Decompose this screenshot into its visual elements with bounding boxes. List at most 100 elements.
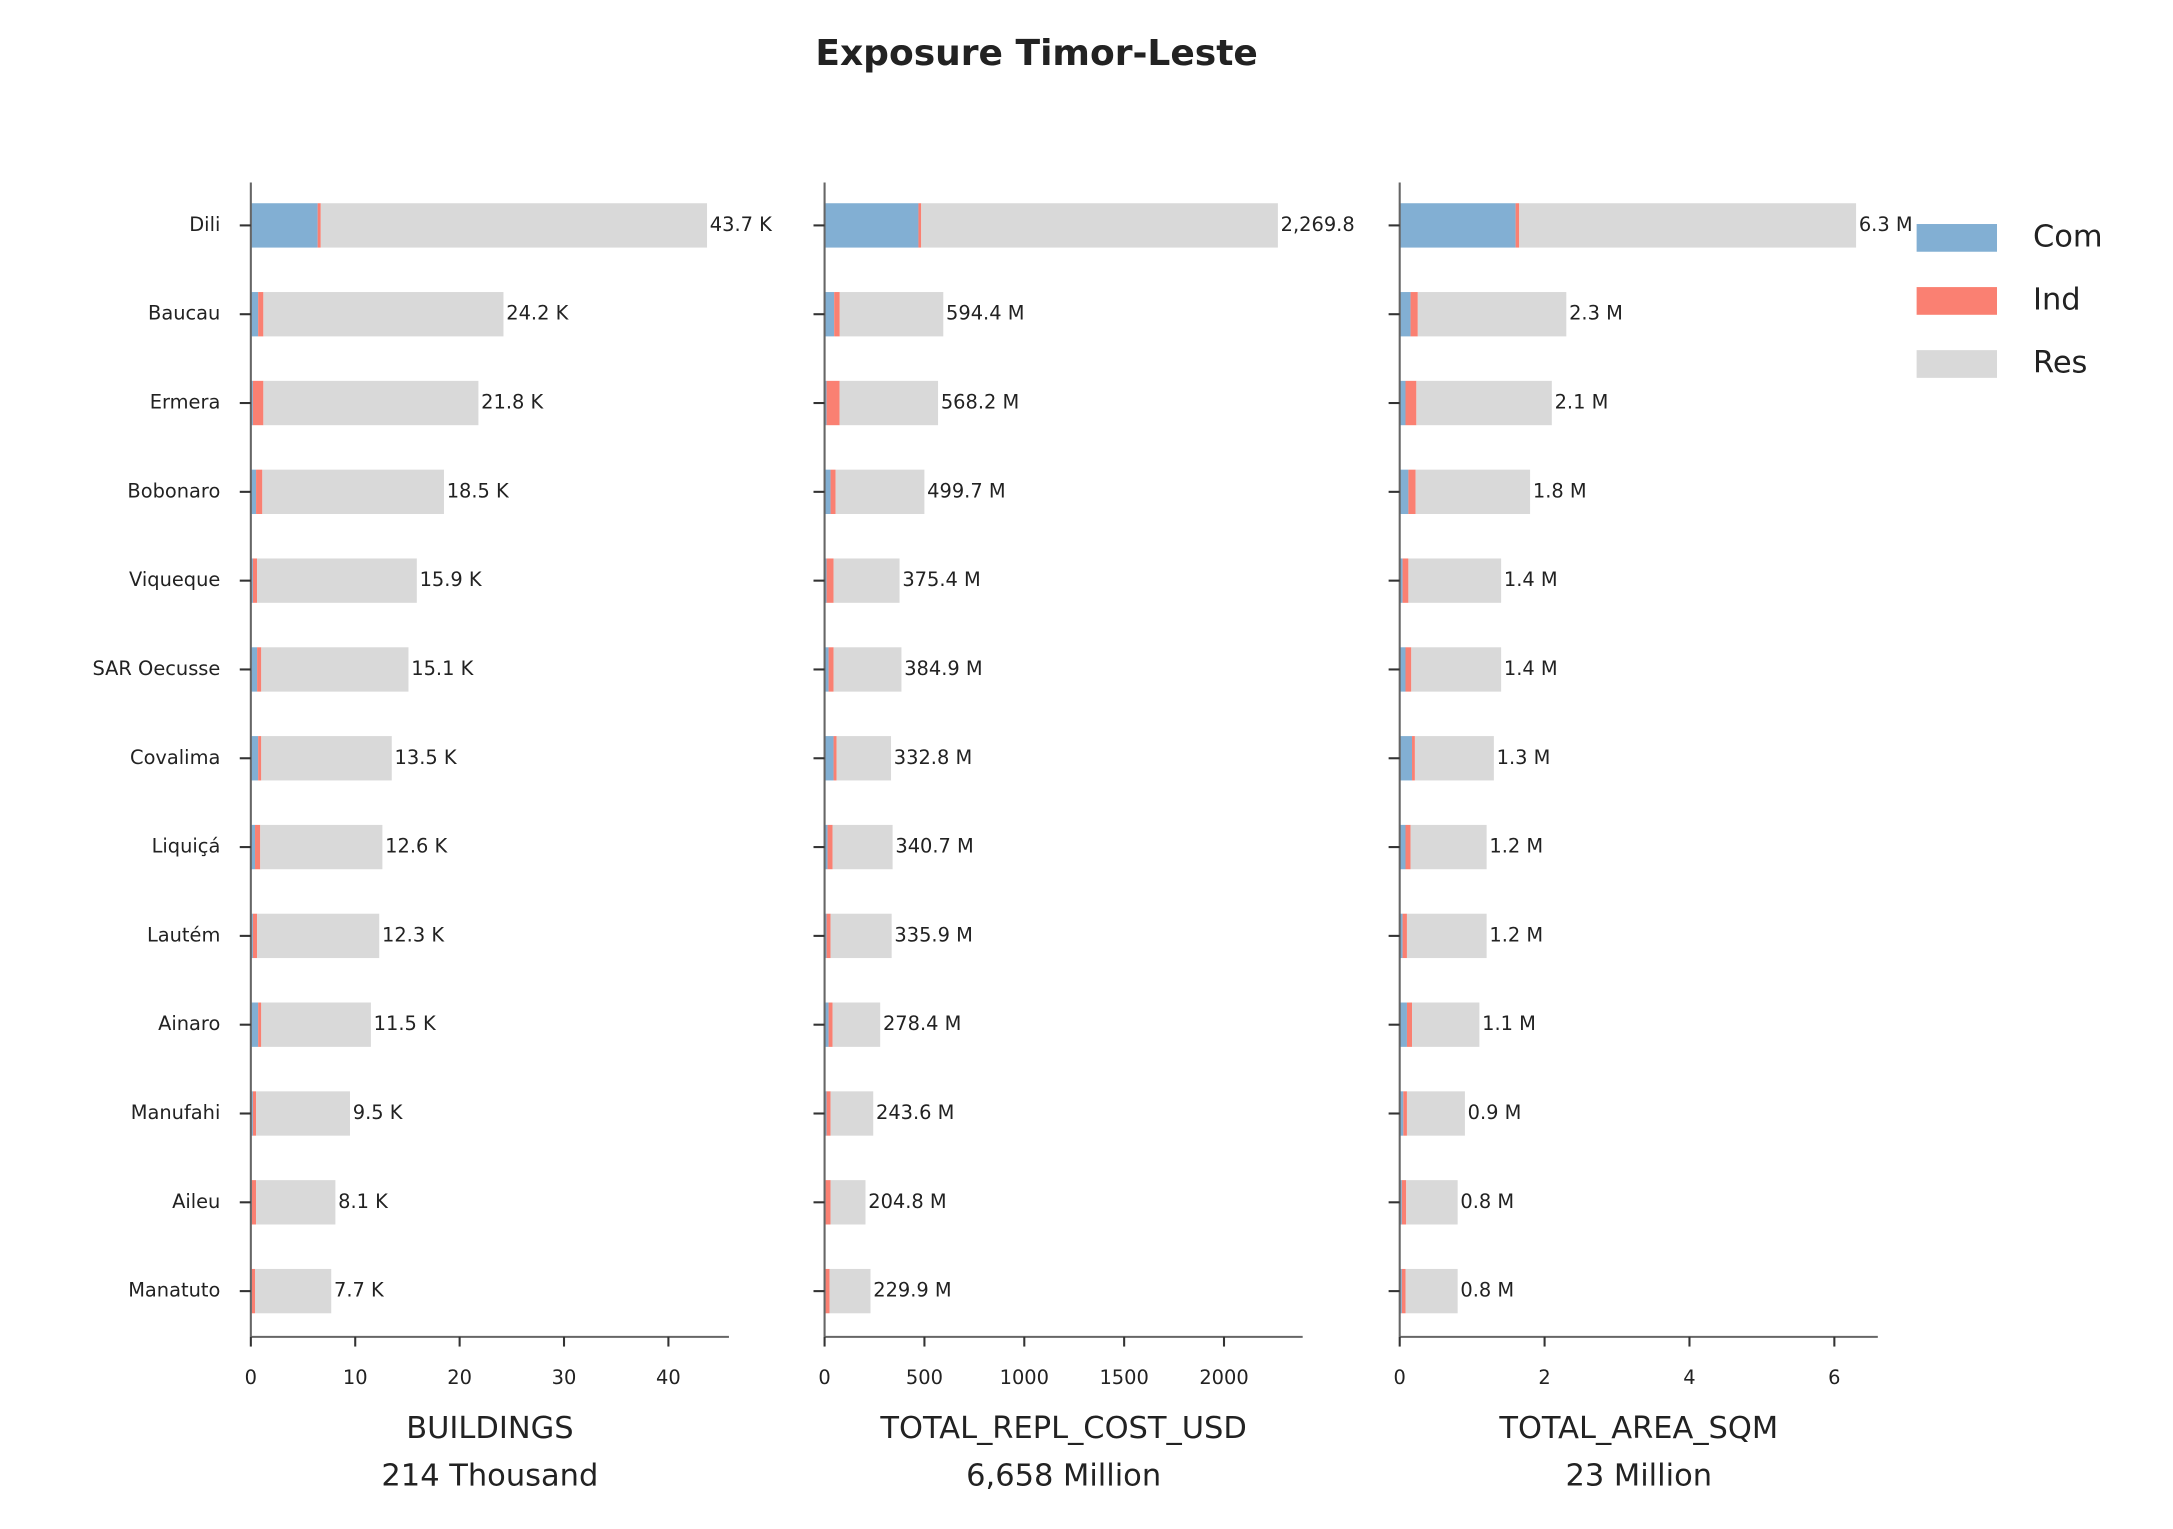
total-label: 568.2 M xyxy=(941,391,1019,414)
bar-segment xyxy=(261,1002,371,1047)
bar-segment xyxy=(1399,1180,1402,1225)
y-tick-label: Manatuto xyxy=(128,1279,220,1302)
bar-segment xyxy=(832,824,893,870)
bar-segment xyxy=(251,1268,256,1314)
total-label: 1.4 M xyxy=(1504,568,1558,591)
bar-segment xyxy=(263,380,479,426)
bar-segment xyxy=(826,913,831,959)
total-label: 13.5 K xyxy=(395,746,458,769)
bar-segment xyxy=(824,824,828,870)
bar-segment xyxy=(1399,380,1406,426)
bar-segment xyxy=(835,469,925,515)
total-label: 499.7 M xyxy=(927,479,1005,502)
bar-segment xyxy=(256,1091,351,1136)
y-tick-label: Lautém xyxy=(147,923,220,946)
bar-segment xyxy=(833,558,900,603)
bar-segment xyxy=(830,1091,874,1136)
bar-segment xyxy=(824,736,834,781)
total-label: 384.9 M xyxy=(904,657,982,680)
bar-segment xyxy=(827,824,833,870)
y-tick-label: Viqueque xyxy=(129,568,220,591)
x-axis-label: 6,658 Million xyxy=(966,1458,1161,1493)
total-label: 340.7 M xyxy=(895,835,973,858)
y-tick-label: Ainaro xyxy=(158,1012,220,1035)
x-axis-label: 214 Thousand xyxy=(381,1458,598,1493)
legend-swatch xyxy=(1916,224,1997,252)
bar-segment xyxy=(1399,469,1409,515)
total-label: 7.7 K xyxy=(334,1279,385,1302)
total-label: 12.6 K xyxy=(385,835,448,858)
legend-label: Com xyxy=(2033,219,2103,254)
bar-segment xyxy=(839,380,939,426)
bar-segment xyxy=(1399,1268,1402,1314)
total-label: 18.5 K xyxy=(447,479,510,502)
bar-segment xyxy=(260,824,383,870)
bar-segment xyxy=(1411,647,1502,692)
total-label: 332.8 M xyxy=(894,746,972,769)
y-tick-label: Aileu xyxy=(172,1190,220,1213)
total-label: 335.9 M xyxy=(894,923,972,946)
legend-label: Ind xyxy=(2033,282,2081,317)
x-axis-label: TOTAL_REPL_COST_USD xyxy=(879,1411,1246,1446)
bar-segment xyxy=(255,1268,332,1314)
bar-segment xyxy=(258,1002,262,1047)
bar-segment xyxy=(826,380,840,426)
bar-segment xyxy=(250,913,253,959)
x-tick-label: 500 xyxy=(906,1366,943,1389)
bar-segment xyxy=(830,1180,866,1225)
total-label: 43.7 K xyxy=(710,213,773,236)
bar-segment xyxy=(261,736,392,781)
bar-segment xyxy=(1412,736,1415,781)
x-tick-label: 0 xyxy=(1394,1366,1406,1389)
bar-segment xyxy=(1403,1091,1407,1136)
x-tick-label: 6 xyxy=(1828,1366,1840,1389)
bar-segment xyxy=(839,292,944,337)
total-label: 243.6 M xyxy=(876,1101,954,1124)
bar-segment xyxy=(829,1268,871,1314)
bar-segment xyxy=(252,913,258,959)
bar-segment xyxy=(1399,1002,1407,1047)
y-tick-label: Dili xyxy=(189,213,220,236)
bar-segment xyxy=(250,380,253,426)
x-axis-label: TOTAL_AREA_SQM xyxy=(1498,1411,1778,1446)
y-tick-label: Liquiçá xyxy=(152,835,221,858)
x-axis-label: 23 Million xyxy=(1565,1458,1712,1493)
total-label: 0.9 M xyxy=(1468,1101,1522,1124)
bar-segment xyxy=(1402,558,1409,603)
x-tick-label: 2000 xyxy=(1199,1366,1248,1389)
bar-segment xyxy=(832,1002,881,1047)
bar-segment xyxy=(257,558,417,603)
x-tick-label: 30 xyxy=(552,1366,577,1389)
bar-segment xyxy=(250,1091,253,1136)
bar-segment xyxy=(261,647,409,692)
y-tick-label: Covalima xyxy=(130,746,220,769)
bar-segment xyxy=(824,647,829,692)
bar-segment xyxy=(250,647,258,692)
bar-segment xyxy=(1401,1180,1407,1225)
x-axis-label: BUILDINGS xyxy=(406,1411,573,1446)
total-label: 1.8 M xyxy=(1533,479,1587,502)
bar-segment xyxy=(256,469,263,515)
total-label: 0.8 M xyxy=(1460,1279,1514,1302)
bar-segment xyxy=(1412,1002,1480,1047)
bar-segment xyxy=(1405,647,1412,692)
bar-segment xyxy=(252,558,258,603)
total-label: 1.2 M xyxy=(1489,923,1543,946)
bar-segment xyxy=(250,292,259,337)
total-label: 15.1 K xyxy=(411,657,474,680)
x-tick-label: 10 xyxy=(343,1366,368,1389)
bar-segment xyxy=(257,913,380,959)
bar-segment xyxy=(1414,736,1494,781)
x-tick-label: 1000 xyxy=(1000,1366,1049,1389)
bar-segment xyxy=(1405,824,1411,870)
bar-segment xyxy=(1399,824,1406,870)
bar-segment xyxy=(252,1091,257,1136)
bar-segment xyxy=(918,203,922,248)
bar-segment xyxy=(1406,1002,1413,1047)
x-tick-label: 40 xyxy=(656,1366,681,1389)
bar-segment xyxy=(250,558,253,603)
chart-title: Exposure Timor-Leste xyxy=(815,33,1258,74)
y-tick-label: Manufahi xyxy=(131,1101,221,1124)
total-label: 6.3 M xyxy=(1859,213,1913,236)
